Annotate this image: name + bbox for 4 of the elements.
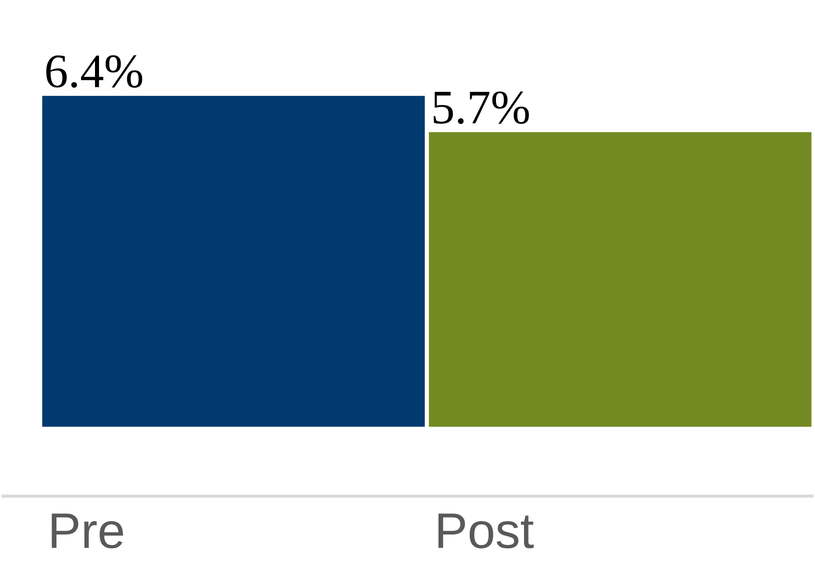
- x-tick-label: Pre: [52, 514, 124, 548]
- data-label: 6.4%: [46, 55, 142, 88]
- x-tick-label: Post: [438, 514, 534, 548]
- data-label: 5.7%: [434, 92, 529, 124]
